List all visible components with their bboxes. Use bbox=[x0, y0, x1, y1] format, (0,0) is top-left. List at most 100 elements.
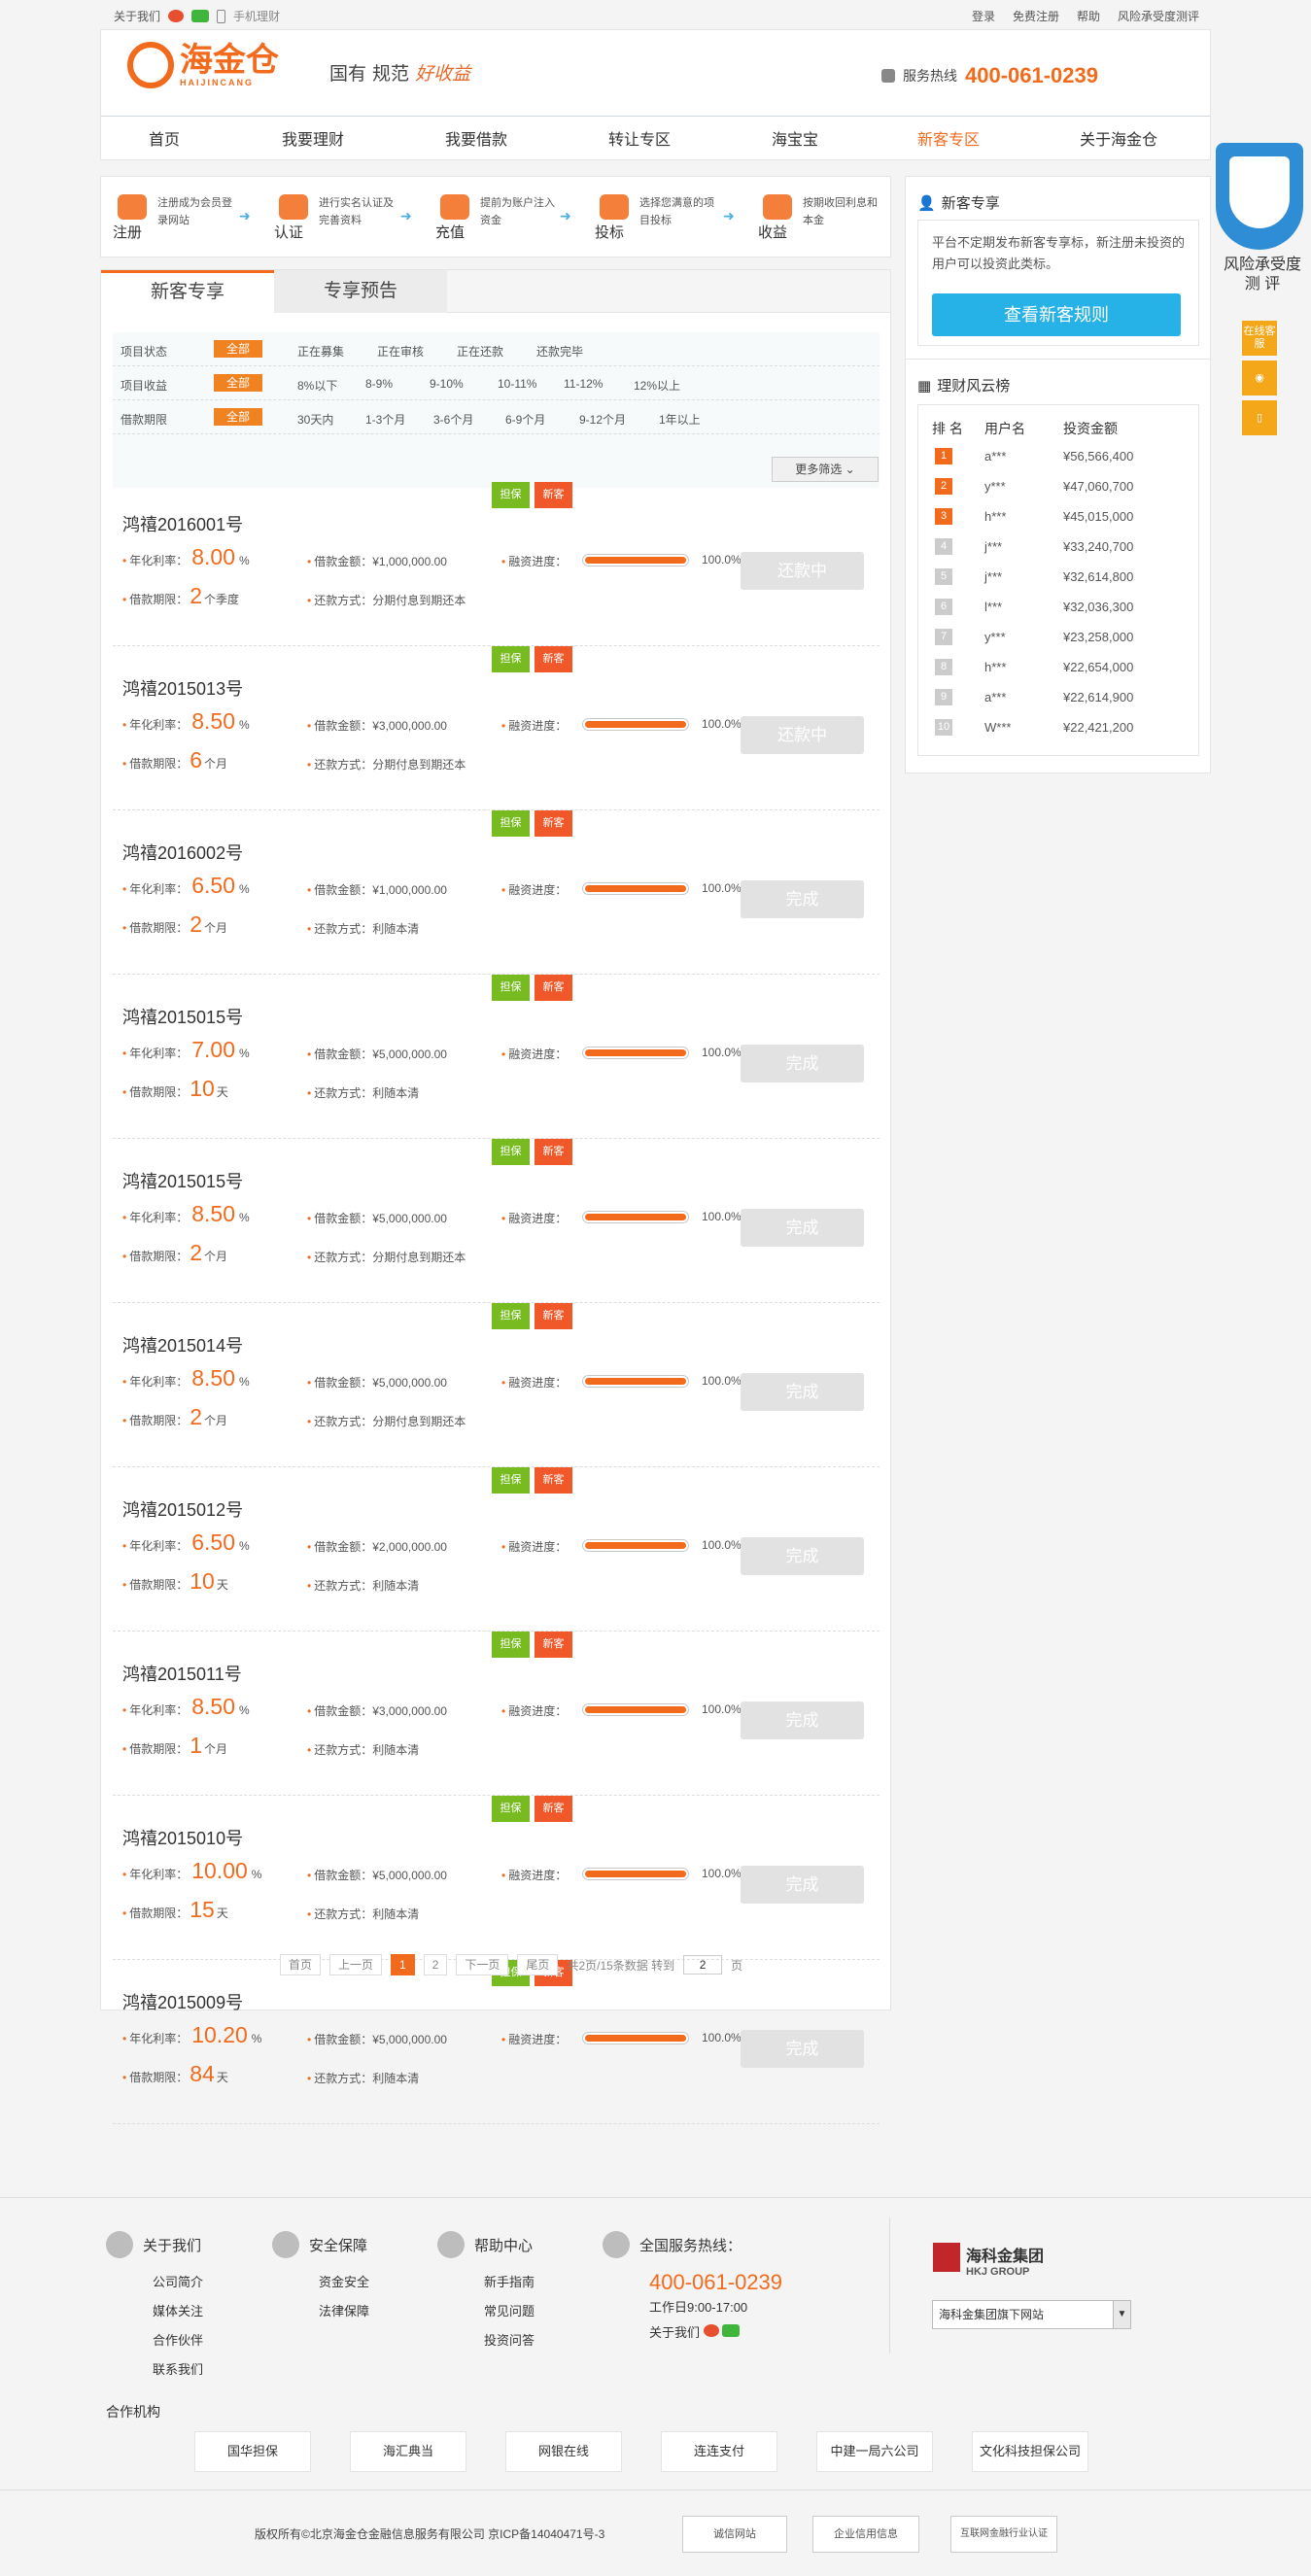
loan-name[interactable]: 鸿禧2015015号 bbox=[122, 1172, 244, 1191]
loan-status-button[interactable]: 完成 bbox=[741, 1209, 864, 1247]
mobile-float-icon[interactable]: ▯ bbox=[1242, 400, 1277, 435]
loan-name[interactable]: 鸿禧2015011号 bbox=[122, 1665, 242, 1684]
weibo-icon[interactable] bbox=[168, 10, 185, 22]
register-link[interactable]: 免费注册 bbox=[1012, 10, 1059, 23]
loan-status-button[interactable]: 还款中 bbox=[741, 552, 864, 590]
nav-about[interactable]: 关于海金仓 bbox=[1080, 132, 1158, 149]
loan-item[interactable]: 担保 新客 鸿禧2015013号 • 年化利率： 8.50% • 借款期限：6 个月 • 借款金额：… bbox=[113, 646, 880, 810]
footer-link[interactable]: 常见问题 bbox=[484, 2304, 535, 2318]
filter-option[interactable]: 1-3个月 bbox=[365, 413, 406, 427]
tab-preview[interactable]: 专享预告 bbox=[274, 270, 447, 313]
nav-home[interactable]: 首页 bbox=[149, 132, 181, 149]
nav-borrow[interactable]: 我要借款 bbox=[445, 132, 508, 149]
loan-item[interactable]: 担保 新客 鸿禧2015011号 • 年化利率： 8.50% • 借款期限：1 个月 • 借款金额：… bbox=[113, 1631, 880, 1796]
finance-badge[interactable]: 互联网金融行业认证 bbox=[950, 2516, 1057, 2553]
loan-item[interactable]: 担保 新客 鸿禧2016001号 • 年化利率： 8.00% • 借款期限：2 个季度 • 借款金额… bbox=[113, 482, 880, 646]
partner-logo[interactable]: 文化科技担保公司 bbox=[972, 2431, 1088, 2472]
filter-option[interactable]: 9-12个月 bbox=[579, 413, 627, 427]
shield-icon[interactable] bbox=[1216, 143, 1303, 250]
loan-name[interactable]: 鸿禧2015015号 bbox=[122, 1008, 244, 1027]
partner-logo[interactable]: 中建一局六公司 bbox=[816, 2431, 933, 2472]
nav-transfer[interactable]: 转让专区 bbox=[608, 132, 672, 149]
trust-badge[interactable]: 诚信网站 bbox=[682, 2516, 787, 2553]
mobile-link[interactable]: 手机理财 bbox=[233, 10, 281, 23]
page-jump-input[interactable]: 2 bbox=[683, 1955, 723, 1975]
filter-option[interactable]: 9-10% bbox=[430, 377, 464, 391]
page-last[interactable]: 尾页 bbox=[517, 1954, 559, 1975]
footer-link[interactable]: 媒体关注 bbox=[153, 2304, 204, 2318]
weibo-icon[interactable] bbox=[703, 2324, 719, 2337]
filter-option[interactable]: 12%以上 bbox=[634, 379, 681, 393]
partner-logo[interactable]: 海汇典当 bbox=[350, 2431, 466, 2472]
logo[interactable]: 海金仓 HAIJINCANG bbox=[127, 42, 279, 88]
filter-option[interactable]: 11-12% bbox=[564, 377, 604, 391]
loan-status-button[interactable]: 完成 bbox=[741, 880, 864, 918]
loan-name[interactable]: 鸿禧2015012号 bbox=[122, 1500, 244, 1520]
loan-item[interactable]: 担保 新客 鸿禧2016002号 • 年化利率： 6.50% • 借款期限：2 个月 • 借款金额：… bbox=[113, 810, 880, 975]
login-link[interactable]: 登录 bbox=[971, 10, 995, 23]
loan-status-button[interactable]: 完成 bbox=[741, 1373, 864, 1411]
help-link[interactable]: 帮助 bbox=[1076, 10, 1100, 23]
loan-item[interactable]: 担保新客鸿禧2015009号•年化利率：10.20%•借款期限：84天•借款金额… bbox=[113, 1960, 880, 2124]
loan-item[interactable]: 担保 新客 鸿禧2015010号 • 年化利率： 10.00% • 借款期限：15 天 • 借款金额… bbox=[113, 1796, 880, 1960]
nav-newbie[interactable]: 新客专区 bbox=[917, 132, 981, 149]
loan-status-button[interactable]: 完成 bbox=[741, 2030, 864, 2068]
filter-option[interactable]: 还款完毕 bbox=[536, 345, 584, 359]
page-first[interactable]: 首页 bbox=[280, 1954, 322, 1975]
more-filter-button[interactable]: 更多筛选 ⌄ bbox=[772, 457, 879, 482]
loan-name[interactable]: 鸿禧2015013号 bbox=[122, 679, 244, 699]
nav-invest[interactable]: 我要理财 bbox=[282, 132, 345, 149]
filter-option[interactable]: 正在审核 bbox=[377, 345, 425, 359]
filter-all-button[interactable]: 全部 bbox=[214, 374, 262, 392]
loan-status-button[interactable]: 完成 bbox=[741, 1866, 864, 1904]
loan-item[interactable]: 担保 新客 鸿禧2015015号 • 年化利率： 8.50% • 借款期限：2 个月 • 借款金额：… bbox=[113, 1139, 880, 1303]
wechat-float-icon[interactable]: ◉ bbox=[1242, 361, 1277, 395]
loan-item[interactable]: 担保 新客 鸿禧2015015号 • 年化利率： 7.00% • 借款期限：10 天 • 借款金额：… bbox=[113, 975, 880, 1139]
newbie-rules-button[interactable]: 查看新客规则 bbox=[932, 293, 1181, 336]
loan-status-button[interactable]: 还款中 bbox=[741, 716, 864, 754]
page-2[interactable]: 2 bbox=[423, 1954, 448, 1975]
loan-status-button[interactable]: 完成 bbox=[741, 1045, 864, 1082]
footer-link[interactable]: 公司简介 bbox=[153, 2275, 204, 2289]
footer-link[interactable]: 联系我们 bbox=[153, 2362, 204, 2377]
filter-option[interactable]: 8%以下 bbox=[297, 379, 338, 393]
wechat-icon[interactable] bbox=[191, 10, 210, 22]
filter-option[interactable]: 8-9% bbox=[365, 377, 394, 391]
filter-option[interactable]: 10-11% bbox=[498, 377, 537, 391]
loan-status-button[interactable]: 完成 bbox=[741, 1701, 864, 1739]
filter-option[interactable]: 6-9个月 bbox=[505, 413, 546, 427]
loan-status-button[interactable]: 完成 bbox=[741, 1537, 864, 1575]
footer-link[interactable]: 资金安全 bbox=[319, 2275, 370, 2289]
page-next[interactable]: 下一页 bbox=[456, 1954, 509, 1975]
loan-item[interactable]: 担保 新客 鸿禧2015012号 • 年化利率： 6.50% • 借款期限：10 天 • 借款金额：… bbox=[113, 1467, 880, 1631]
page-1[interactable]: 1 bbox=[391, 1954, 415, 1975]
loan-name[interactable]: 鸿禧2015010号 bbox=[122, 1829, 244, 1848]
loan-name[interactable]: 鸿禧2016001号 bbox=[122, 515, 244, 534]
filter-option[interactable]: 正在募集 bbox=[297, 345, 345, 359]
tab-newbie[interactable]: 新客专享 bbox=[101, 270, 274, 314]
credit-badge[interactable]: 企业信用信息 bbox=[812, 2516, 919, 2553]
group-site-select[interactable]: 海科金集团旗下网站 ▼ bbox=[932, 2300, 1131, 2329]
filter-option[interactable]: 正在还款 bbox=[457, 345, 504, 359]
wechat-icon[interactable] bbox=[722, 2324, 741, 2337]
filter-all-button[interactable]: 全部 bbox=[214, 340, 262, 358]
online-service-button[interactable]: 在线客服 bbox=[1242, 321, 1277, 356]
filter-all-button[interactable]: 全部 bbox=[214, 408, 262, 426]
footer-link[interactable]: 投资问答 bbox=[484, 2333, 535, 2348]
loan-name[interactable]: 鸿禧2016002号 bbox=[122, 843, 244, 863]
risk-title[interactable]: 风险承受度测 评 bbox=[1223, 257, 1301, 292]
risk-link[interactable]: 风险承受度测评 bbox=[1117, 10, 1199, 23]
partner-logo[interactable]: 连连支付 bbox=[661, 2431, 777, 2472]
footer-link[interactable]: 新手指南 bbox=[484, 2275, 535, 2289]
page-prev[interactable]: 上一页 bbox=[329, 1954, 383, 1975]
filter-option[interactable]: 30天内 bbox=[297, 413, 334, 427]
footer-link[interactable]: 法律保障 bbox=[319, 2304, 370, 2318]
footer-link[interactable]: 合作伙伴 bbox=[153, 2333, 204, 2348]
loan-name[interactable]: 鸿禧2015009号 bbox=[122, 1993, 244, 2012]
partner-logo[interactable]: 国华担保 bbox=[194, 2431, 311, 2472]
nav-haibaobao[interactable]: 海宝宝 bbox=[772, 132, 819, 149]
loan-item[interactable]: 担保 新客 鸿禧2015014号 • 年化利率： 8.50% • 借款期限：2 个月 • 借款金额：… bbox=[113, 1303, 880, 1467]
filter-option[interactable]: 3-6个月 bbox=[433, 413, 474, 427]
loan-name[interactable]: 鸿禧2015014号 bbox=[122, 1336, 244, 1356]
partner-logo[interactable]: 网银在线 bbox=[505, 2431, 622, 2472]
